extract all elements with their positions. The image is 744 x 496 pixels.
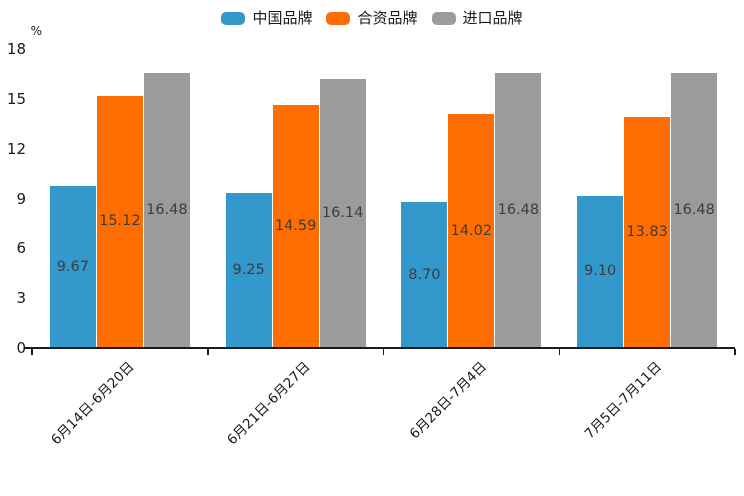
y-tick-label: 18 [6, 40, 26, 58]
legend-item-joint-venture: 合资品牌 [326, 9, 418, 27]
legend-item-china: 中国品牌 [221, 9, 312, 27]
bar [272, 104, 319, 347]
bar [401, 202, 448, 347]
bar-value-label: 15.12 [99, 213, 141, 230]
legend-swatch-joint-venture [326, 11, 351, 25]
y-tick-label: 3 [16, 289, 26, 308]
legend-label: 合资品牌 [357, 9, 418, 27]
bar-value-label: 14.02 [450, 222, 493, 239]
bar [624, 117, 671, 347]
bar-value-label: 16.48 [146, 202, 188, 219]
bar [143, 73, 190, 347]
legend-item-import: 进口品牌 [431, 9, 523, 27]
bar-value-label: 16.48 [497, 202, 540, 219]
x-axis-tick [31, 349, 33, 355]
legend-swatch-china [221, 11, 246, 25]
x-category-label: 6月14日-6月20日 [48, 358, 139, 449]
x-category-label: 6月21日-6月27日 [224, 358, 314, 449]
bar-value-label: 8.70 [408, 266, 441, 283]
bar-value-label: 16.48 [673, 202, 715, 219]
chart-legend: 中国品牌 合资品牌 进口品牌 [0, 8, 744, 28]
y-tick-label: 6 [16, 239, 26, 258]
bar [495, 73, 542, 347]
legend-label: 中国品牌 [252, 9, 313, 27]
y-tick-label: 15 [6, 89, 26, 108]
bar [671, 73, 718, 347]
y-axis-zero-tick [24, 347, 32, 349]
bar-value-label: 16.14 [321, 204, 364, 221]
bar [225, 193, 272, 347]
x-category-label: 6月28日-7月4日 [406, 358, 490, 443]
bar [49, 186, 96, 347]
bar-value-label: 9.25 [232, 262, 265, 279]
bar [448, 114, 495, 347]
bar [96, 95, 143, 347]
x-axis-tick [207, 349, 209, 355]
y-tick-label: 9 [16, 189, 26, 208]
bar-value-label: 14.59 [274, 217, 317, 234]
bar [319, 78, 366, 347]
legend-swatch-import [431, 11, 456, 25]
y-tick-label: 0 [16, 339, 26, 357]
bar-value-label: 9.67 [56, 258, 90, 275]
x-axis-tick [382, 349, 385, 355]
x-axis-tick [558, 349, 560, 355]
x-category-label: 7月5日-7月11日 [581, 358, 666, 443]
x-axis-tick [734, 349, 736, 355]
bar-value-label: 13.83 [626, 224, 668, 241]
x-axis-line [32, 347, 735, 349]
y-tick-label: 12 [6, 139, 26, 158]
legend-label: 进口品牌 [462, 9, 523, 27]
bar [577, 195, 624, 347]
bar-value-label: 9.10 [583, 263, 617, 280]
y-axis-unit-label: % [30, 24, 42, 38]
